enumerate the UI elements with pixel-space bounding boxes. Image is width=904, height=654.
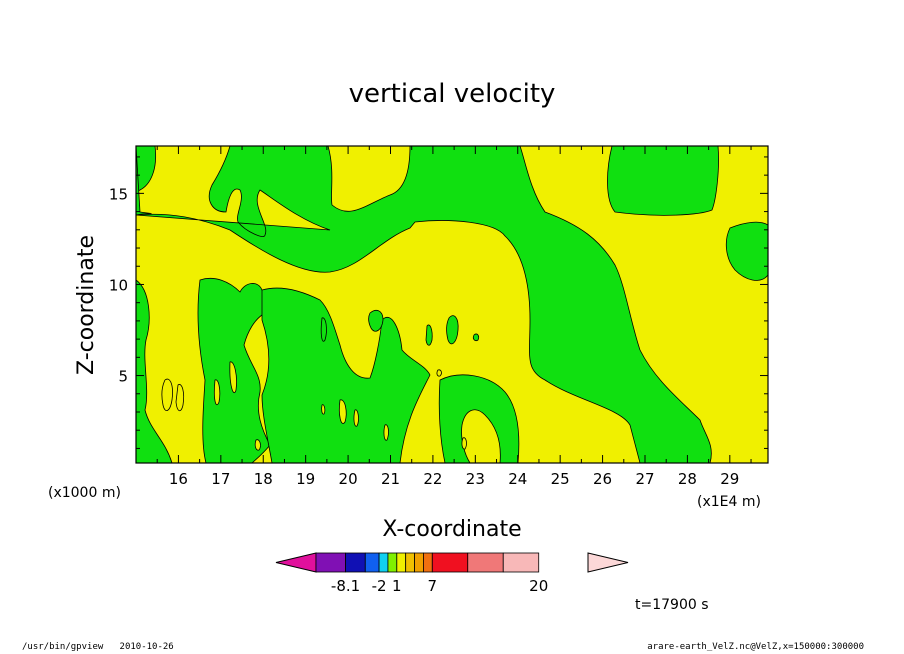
y-tick-label: 5 xyxy=(118,368,128,386)
x-tick-label: 28 xyxy=(678,470,697,488)
positive-island-7 xyxy=(321,404,326,415)
positive-island-8 xyxy=(254,439,261,451)
colorbar-cell-0 xyxy=(315,552,346,573)
plot-area: 16 17 18 19 20 21 22 23 24 25 26 27 28 29 5 10 15 xyxy=(109,145,769,488)
x-tick-label: 19 xyxy=(296,470,315,488)
positive-island-10 xyxy=(461,437,467,450)
colorbar-cell-1 xyxy=(345,552,366,573)
colorbar-cell-2 xyxy=(364,552,380,573)
colorbar-arrow-high xyxy=(587,552,629,573)
x-tick-label: 29 xyxy=(720,470,739,488)
negative-region-1 xyxy=(135,145,712,464)
x-unit-right: (x1E4 m) xyxy=(697,494,761,510)
x-tick-label: 20 xyxy=(339,470,358,488)
colorbar-tick-label: 1 xyxy=(392,577,402,595)
colorbar-cell-8 xyxy=(423,552,433,573)
colorbar-tick-label: 20 xyxy=(529,577,548,595)
negative-region-12 xyxy=(472,333,480,342)
y-axis-ticks: 5 10 15 xyxy=(109,156,768,449)
positive-island-3 xyxy=(229,361,237,394)
x-tick-label: 25 xyxy=(551,470,570,488)
footer-command: /usr/bin/gpview 2010-10-26 xyxy=(22,642,174,652)
x-tick-label: 18 xyxy=(254,470,273,488)
colorbar-tick-label: -8.1 xyxy=(331,577,360,595)
negative-region-6 xyxy=(607,145,719,216)
colorbar-arrow-low xyxy=(275,552,317,573)
colorbar-cell-6 xyxy=(405,552,415,573)
negative-region-10 xyxy=(446,315,459,345)
negative-region-7 xyxy=(725,221,769,281)
y-axis-label: Z-coordinate xyxy=(74,235,99,375)
positive-island-0 xyxy=(161,378,173,411)
positive-island-4 xyxy=(338,399,347,424)
negative-region-5 xyxy=(261,287,431,464)
time-label: t=17900 s xyxy=(635,597,709,613)
x-tick-label: 16 xyxy=(169,470,188,488)
colorbar-cell-3 xyxy=(378,552,389,573)
x-tick-label: 26 xyxy=(593,470,612,488)
colorbar-cell-4 xyxy=(387,552,398,573)
x-tick-label: 24 xyxy=(508,470,527,488)
colorbar-cell-11 xyxy=(502,552,540,573)
positive-island-1 xyxy=(175,384,185,412)
negative-region-9 xyxy=(368,309,384,332)
positive-island-5 xyxy=(353,409,359,427)
negative-region-11 xyxy=(425,324,433,346)
x-tick-label: 21 xyxy=(381,470,400,488)
plot-frame xyxy=(135,145,769,464)
x-tick-label: 22 xyxy=(423,470,442,488)
positive-island-9 xyxy=(436,369,442,377)
x-tick-label: 27 xyxy=(635,470,654,488)
colorbar-tick-label: -2 xyxy=(372,577,387,595)
colorbar-cell-5 xyxy=(396,552,407,573)
colorbar-tick-label: 7 xyxy=(428,577,438,595)
colorbar-cell-9 xyxy=(431,552,469,573)
positive-island-2 xyxy=(213,379,221,406)
y-tick-label: 10 xyxy=(109,276,128,294)
colorbar-cell-10 xyxy=(467,552,504,573)
positive-island-6 xyxy=(383,424,389,441)
x-axis-label: X-coordinate xyxy=(382,517,521,542)
x-tick-label: 23 xyxy=(466,470,485,488)
negative-region-13 xyxy=(320,317,327,342)
x-unit-left: (x1000 m) xyxy=(48,485,121,501)
y-tick-label: 15 xyxy=(109,185,128,203)
chart-title: vertical velocity xyxy=(349,79,556,109)
colorbar: -8.1 -2 1 7 20 xyxy=(275,552,629,595)
x-tick-label: 17 xyxy=(211,470,230,488)
footer-source: arare-earth_VelZ.nc@VelZ,x=150000:300000 xyxy=(647,642,864,652)
negative-region-0 xyxy=(135,145,157,193)
x-axis-ticks: 16 17 18 19 20 21 22 23 24 25 26 27 28 29 xyxy=(156,146,752,488)
negative-region-3 xyxy=(135,279,173,464)
colorbar-cell-7 xyxy=(414,552,424,573)
